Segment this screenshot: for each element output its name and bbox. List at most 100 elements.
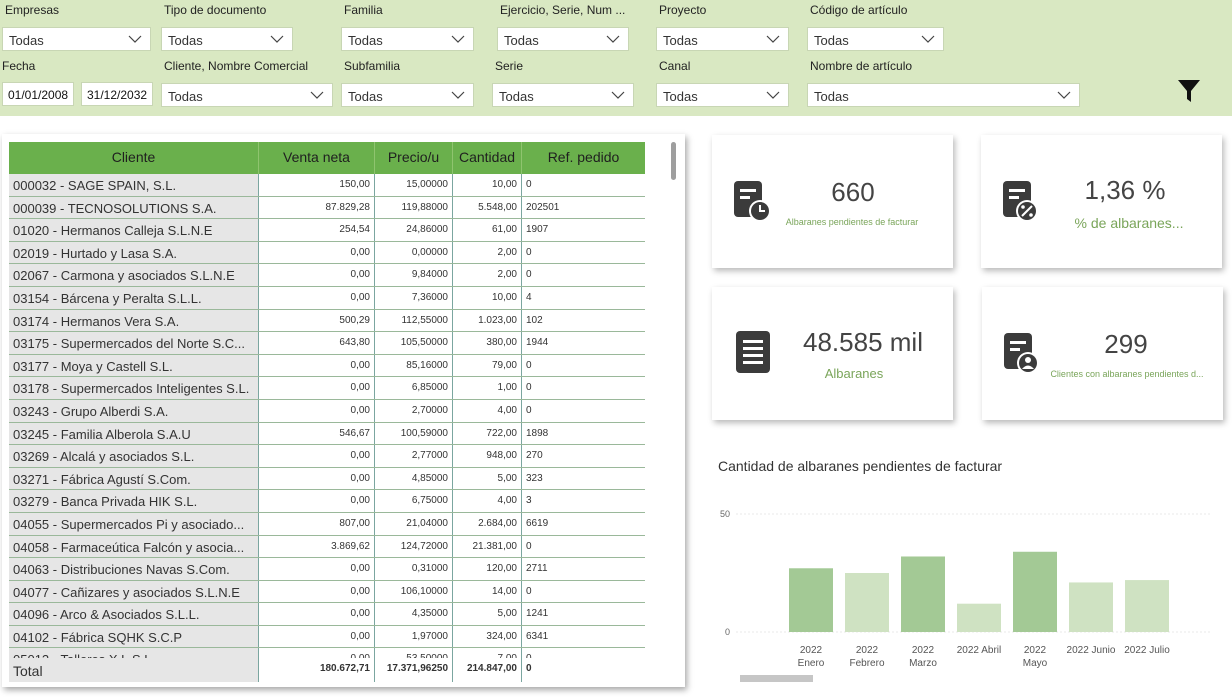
kpi-card-clientes: 299 Clientes con albaranes pendientes d.…	[982, 287, 1223, 420]
table-row[interactable]: 02067 - Carmona y asociados S.L.N.E 0,00 9…	[9, 264, 645, 287]
subfamilia-label: Subfamilia	[344, 59, 401, 73]
table-row[interactable]: 03175 - Supermercados del Norte S.C... 64…	[9, 332, 645, 355]
cell-venta-neta: 3.869,62	[259, 535, 375, 558]
bar[interactable]	[1069, 582, 1113, 632]
table-scroll-thumb[interactable]	[671, 142, 676, 180]
codigo-articulo-select[interactable]: Todas	[807, 27, 944, 51]
cell-precio: 4,85000	[375, 467, 453, 490]
cell-precio: 6,75000	[375, 490, 453, 512]
serie-select[interactable]: Todas	[492, 83, 634, 107]
table-row[interactable]: 000032 - SAGE SPAIN, S.L. 150,00 15,00000 1…	[9, 174, 645, 197]
chevron-down-icon	[128, 35, 142, 43]
cell-precio: 2,77000	[375, 445, 453, 467]
table-row[interactable]: 04077 - Cañizares y asociados S.L.N.E 0,0…	[9, 580, 645, 604]
cell-cantidad: 120,00	[453, 558, 522, 580]
cell-venta-neta: 0,00	[259, 490, 375, 512]
table-scrollbar[interactable]	[670, 142, 678, 662]
table-row[interactable]: 03177 - Moya y Castell S.L. 0,00 85,16000 7…	[9, 354, 645, 378]
nombre-articulo-value: Todas	[814, 89, 849, 104]
cell-cliente: 03178 - Supermercados Inteligentes S.L.	[9, 377, 259, 399]
proyecto-select[interactable]: Todas	[656, 27, 789, 51]
funnel-icon[interactable]	[1176, 78, 1202, 104]
bar[interactable]	[1125, 580, 1169, 632]
table-row[interactable]: 04096 - Arco & Asociados S.L.L. 0,00 4,350…	[9, 603, 645, 626]
cell-ref-pedido: 1241	[526, 608, 549, 620]
cell-venta-neta: 0,00	[259, 558, 375, 580]
cell-ref-pedido: 0	[526, 585, 532, 597]
cell-cliente: 04055 - Supermercados Pi y asociado...	[9, 512, 259, 535]
tipo-documento-label: Tipo de documento	[164, 3, 267, 17]
cell-cantidad: 2,00	[453, 241, 522, 264]
bar[interactable]	[845, 573, 889, 632]
cell-ref-pedido: 6341	[526, 630, 549, 642]
table-row[interactable]: 03178 - Supermercados Inteligentes S.L. 0…	[9, 377, 645, 400]
table-row[interactable]: 03174 - Hermanos Vera S.A. 500,29 112,5500…	[9, 309, 645, 333]
table-row[interactable]: 03279 - Banca Privada HIK S.L. 0,00 6,7500…	[9, 490, 645, 513]
cell-venta-neta: 0,00	[259, 264, 375, 286]
cell-cliente: 03174 - Hermanos Vera S.A.	[9, 309, 259, 332]
proyecto-label: Proyecto	[659, 3, 707, 17]
column-header-cantidad[interactable]: Cantidad	[453, 142, 522, 174]
fecha-desde-input[interactable]: 01/01/2008	[2, 82, 74, 106]
ejercicio-select[interactable]: Todas	[497, 27, 629, 51]
table-row[interactable]: 000039 - TECNOSOLUTIONS S.A. 87.829,28 119…	[9, 196, 645, 220]
table-row[interactable]: 02019 - Hurtado y Lasa S.A. 0,00 0,00000 2,…	[9, 241, 645, 265]
table-row[interactable]: 03154 - Bárcena y Peralta S.L.L. 0,00 7,36…	[9, 286, 645, 310]
cell-precio: 7,36000	[375, 286, 453, 309]
empresas-label: Empresas	[5, 3, 60, 17]
chevron-down-icon	[310, 91, 324, 99]
familia-value: Todas	[348, 33, 383, 48]
cell-cantidad: 5.548,00	[453, 196, 522, 219]
cell-precio: 21,04000	[375, 512, 453, 535]
table-row[interactable]: 04102 - Fábrica SQHK S.C.P 0,00 1,97000 324…	[9, 625, 645, 649]
cell-precio: 124,72000	[375, 535, 453, 558]
bar[interactable]	[957, 603, 1001, 632]
clientes-table: Cliente Venta neta Precio/u Cantidad Ref…	[2, 134, 685, 687]
cell-cliente: 03269 - Alcalá y asociados S.L.	[9, 445, 259, 467]
y-tick-label: 50	[720, 509, 730, 519]
cell-cliente: 04063 - Distribuciones Navas S.Com.	[9, 558, 259, 580]
column-header-ref-pedido[interactable]: Ref. pedido	[547, 149, 620, 165]
table-row[interactable]: 04055 - Supermercados Pi y asociado... 80…	[9, 512, 645, 536]
cell-precio: 85,16000	[375, 354, 453, 377]
x-tick-label: Febrero	[849, 658, 884, 669]
table-header: Cliente Venta neta Precio/u Cantidad Ref…	[9, 142, 645, 174]
table-row[interactable]: 04063 - Distribuciones Navas S.Com. 0,00 0…	[9, 558, 645, 581]
subfamilia-select[interactable]: Todas	[341, 83, 474, 107]
chevron-down-icon	[766, 35, 780, 43]
table-row[interactable]: 01020 - Hermanos Calleja S.L.N.E 254,54 24…	[9, 219, 645, 242]
cell-ref-pedido: 0	[526, 269, 532, 281]
cell-cliente: 04058 - Farmaceútica Falcón y asocia...	[9, 535, 259, 558]
x-tick-label: 2022	[856, 645, 879, 656]
empresas-select[interactable]: Todas	[2, 27, 151, 51]
cell-ref-pedido: 4	[526, 291, 532, 303]
fecha-hasta-input[interactable]: 31/12/2032	[81, 82, 153, 106]
bar[interactable]	[789, 568, 833, 632]
column-header-cliente[interactable]: Cliente	[9, 142, 259, 174]
cell-cantidad: 2.684,00	[453, 512, 522, 535]
column-header-precio[interactable]: Precio/u	[375, 142, 453, 174]
table-row[interactable]: 03271 - Fábrica Agustí S.Com. 0,00 4,85000…	[9, 467, 645, 491]
table-row[interactable]: 03243 - Grupo Alberdi S.A. 0,00 2,70000 4,0…	[9, 399, 645, 423]
cell-cantidad: 14,00	[453, 580, 522, 603]
cell-cantidad: 948,00	[453, 445, 522, 467]
cell-precio: 6,85000	[375, 377, 453, 399]
column-header-venta-neta[interactable]: Venta neta	[259, 142, 375, 174]
familia-select[interactable]: Todas	[341, 27, 474, 51]
tipo-documento-select[interactable]: Todas	[161, 27, 293, 51]
table-row[interactable]: 04058 - Farmaceútica Falcón y asocia... 3…	[9, 535, 645, 559]
table-row[interactable]: 03245 - Familia Alberola S.A.U 546,67 100,…	[9, 422, 645, 446]
canal-select[interactable]: Todas	[656, 83, 789, 107]
cell-ref-pedido: 6619	[526, 517, 549, 529]
nombre-articulo-select[interactable]: Todas	[807, 83, 1080, 107]
chart-scroll-thumb[interactable]	[740, 675, 813, 682]
cliente-select[interactable]: Todas	[161, 83, 333, 107]
cell-cantidad: 2,00	[453, 264, 522, 286]
table-row[interactable]: 03269 - Alcalá y asociados S.L. 0,00 2,770…	[9, 445, 645, 468]
bar[interactable]	[1013, 551, 1057, 632]
serie-label: Serie	[495, 59, 524, 73]
x-tick-label: 2022 Julio	[1124, 645, 1170, 656]
cell-cantidad: 4,00	[453, 399, 522, 422]
bar[interactable]	[901, 556, 945, 632]
cell-precio: 4,35000	[375, 603, 453, 625]
